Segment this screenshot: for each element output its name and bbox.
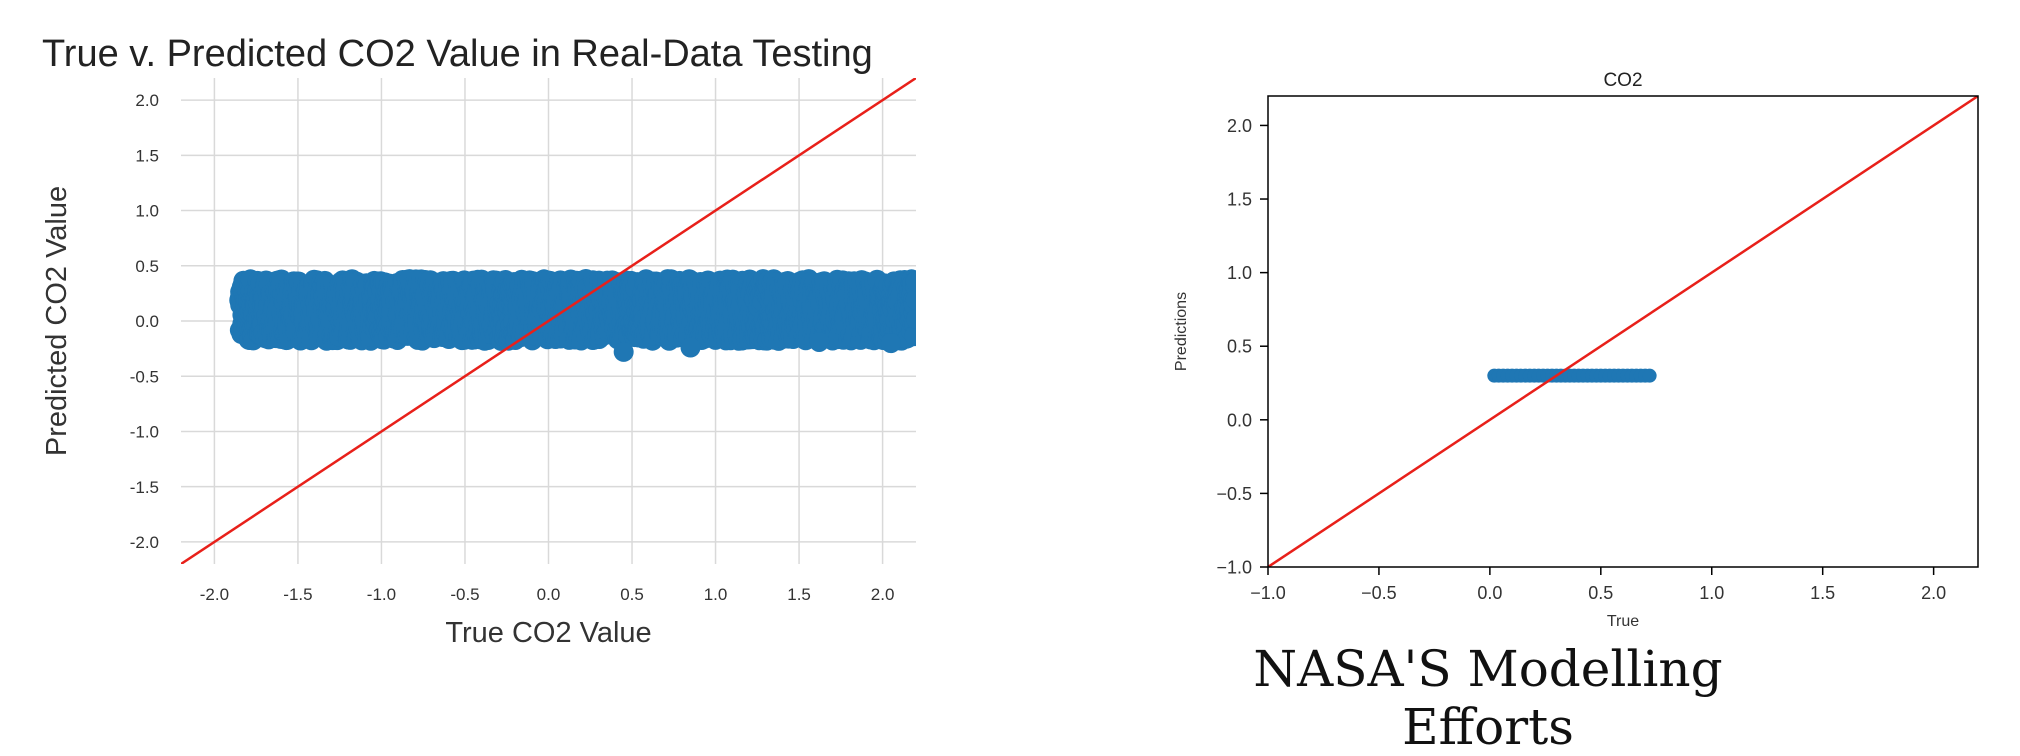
figure-caption: NASA'S Modelling Efforts <box>1253 640 1723 756</box>
data-point <box>680 337 701 358</box>
data-point <box>905 289 916 310</box>
x-tick-label: 0.0 <box>537 585 561 604</box>
y-tick-label: 0.5 <box>1227 337 1252 357</box>
data-point <box>905 271 916 292</box>
chart-right: −1.0 −0.5 0.0 0.5 1.0 1.5 2.0 2.0 1.5 1.0 0.5 0.0 −0… <box>1173 70 1979 630</box>
x-tick-label: -1.5 <box>283 585 312 604</box>
data-point <box>906 308 916 329</box>
x-axis-label: True <box>1607 613 1639 630</box>
y-tick-label: 0.0 <box>135 312 159 331</box>
x-tick-label: 1.0 <box>1699 583 1724 603</box>
chart-title: CO2 <box>1603 70 1642 91</box>
plot-area <box>181 78 916 564</box>
x-axis-label: True CO2 Value <box>445 617 651 649</box>
data-point <box>904 326 916 347</box>
x-tick-label: -0.5 <box>450 585 479 604</box>
x-tick-label: 0.0 <box>1477 583 1502 603</box>
plot-area <box>1268 96 1978 567</box>
x-tick-label: −0.5 <box>1361 583 1397 603</box>
y-tick-label: 1.0 <box>1227 263 1252 283</box>
x-tick-label: −1.0 <box>1250 583 1286 603</box>
data-point <box>1642 368 1657 383</box>
y-tick-label: -1.0 <box>130 423 159 442</box>
figure-canvas: -2.0 -1.5 -1.0 -0.5 0.0 0.5 1.0 1.5 2.0 2.0 1.5 1.0… <box>41 33 1979 649</box>
data-point <box>809 331 830 352</box>
x-tick-label: 1.5 <box>1810 583 1835 603</box>
x-tick-label: 0.5 <box>620 585 644 604</box>
x-tick-label: 1.0 <box>704 585 728 604</box>
identity-reference-line <box>181 78 916 564</box>
chart-title: True v. Predicted CO2 Value in Real-Data… <box>42 33 873 75</box>
x-tick-label: 2.0 <box>871 585 895 604</box>
identity-reference-line <box>1268 96 1978 567</box>
x-tick-label: 1.5 <box>787 585 811 604</box>
x-tick-label: -2.0 <box>200 585 229 604</box>
y-tick-label: 1.5 <box>135 146 159 165</box>
x-tick-label: 0.5 <box>1588 583 1613 603</box>
y-tick-label: 0.0 <box>1227 410 1252 430</box>
x-tick-label: 2.0 <box>1921 583 1946 603</box>
y-tick-label: 0.5 <box>135 257 159 276</box>
chart-left: -2.0 -1.5 -1.0 -0.5 0.0 0.5 1.0 1.5 2.0 2.0 1.5 1.0… <box>41 33 916 649</box>
y-tick-label: 1.5 <box>1227 190 1252 210</box>
y-tick-label: -0.5 <box>130 367 159 386</box>
axes-frame <box>1267 95 1979 568</box>
x-tick-label: -1.0 <box>367 585 396 604</box>
y-tick-label: 2.0 <box>1227 116 1252 136</box>
y-axis-label: Predictions <box>1173 292 1190 371</box>
y-axis-label: Predicted CO2 Value <box>41 186 73 456</box>
data-point <box>613 341 634 362</box>
y-tick-label: -2.0 <box>130 533 159 552</box>
y-tick-label: 2.0 <box>135 91 159 110</box>
y-tick-label: -1.5 <box>130 478 159 497</box>
y-tick-label: −0.5 <box>1216 484 1252 504</box>
y-tick-label: 1.0 <box>135 202 159 221</box>
data-point <box>880 333 901 354</box>
y-tick-label: −1.0 <box>1216 557 1252 577</box>
